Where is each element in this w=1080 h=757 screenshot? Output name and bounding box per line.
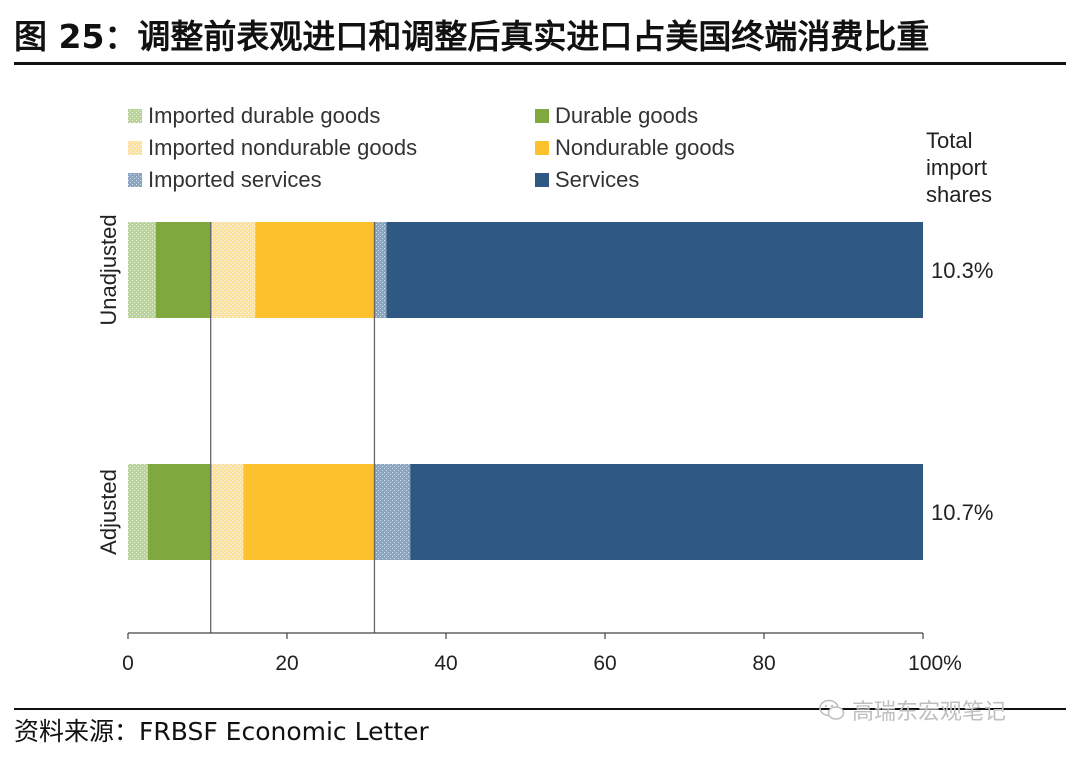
legend-label: Imported services (148, 167, 322, 192)
legend-label: Nondurable goods (555, 135, 735, 160)
source-note: 资料来源：FRBSF Economic Letter (14, 717, 429, 746)
legend-swatch (535, 141, 549, 155)
x-axis: 0 20 40 60 80 100% (122, 632, 962, 675)
watermark-text: 高瑞东宏观笔记 (852, 700, 1007, 725)
x-tick-label: 60 (593, 652, 616, 675)
title-divider (14, 62, 1066, 65)
legend-label: Imported nondurable goods (148, 135, 417, 160)
legend-swatch (128, 109, 142, 123)
legend-swatch (128, 173, 142, 187)
total-import-shares-header: Total import shares (926, 128, 992, 207)
x-tick-label: 40 (434, 652, 457, 675)
bar-segment (374, 222, 387, 318)
bar-segment (211, 222, 256, 318)
category-label: Unadjusted (96, 214, 121, 325)
legend-label: Services (555, 167, 639, 192)
legend-swatch (128, 141, 142, 155)
legend-swatch (535, 173, 549, 187)
bar-segment (128, 464, 148, 560)
bar-segment (410, 464, 924, 560)
x-tick-label: 80 (752, 652, 775, 675)
bar-segment (386, 222, 923, 318)
footer-divider (14, 708, 1066, 710)
bar-segment (155, 222, 212, 318)
x-tick-label: 100% (908, 652, 962, 675)
stacked-bar-chart: Imported durable goods Imported nondurabl… (96, 103, 993, 675)
bar-segment (374, 464, 411, 560)
bar-segment (243, 464, 375, 560)
bar-segment (147, 464, 212, 560)
bar-segment (211, 464, 244, 560)
legend: Imported durable goods Imported nondurabl… (128, 103, 735, 192)
legend-swatch (535, 109, 549, 123)
legend-label: Imported durable goods (148, 103, 380, 128)
chart-title: 图 25：调整前表观进口和调整后真实进口占美国终端消费比重 (14, 17, 930, 56)
x-tick-label: 0 (122, 652, 134, 675)
watermark: 高瑞东宏观笔记 (818, 694, 1006, 726)
category-label: Adjusted (96, 469, 121, 555)
bar-segment (128, 222, 156, 318)
wechat-icon (819, 699, 845, 720)
legend-label: Durable goods (555, 103, 698, 128)
total-import-shares: Total import shares 10.3% 10.7% (926, 128, 993, 525)
bar-segment (255, 222, 375, 318)
x-tick-label: 20 (275, 652, 298, 675)
bar-group: Unadjusted Adjusted (96, 214, 924, 633)
total-import-share-value: 10.7% (931, 500, 993, 525)
total-import-share-value: 10.3% (931, 258, 993, 283)
